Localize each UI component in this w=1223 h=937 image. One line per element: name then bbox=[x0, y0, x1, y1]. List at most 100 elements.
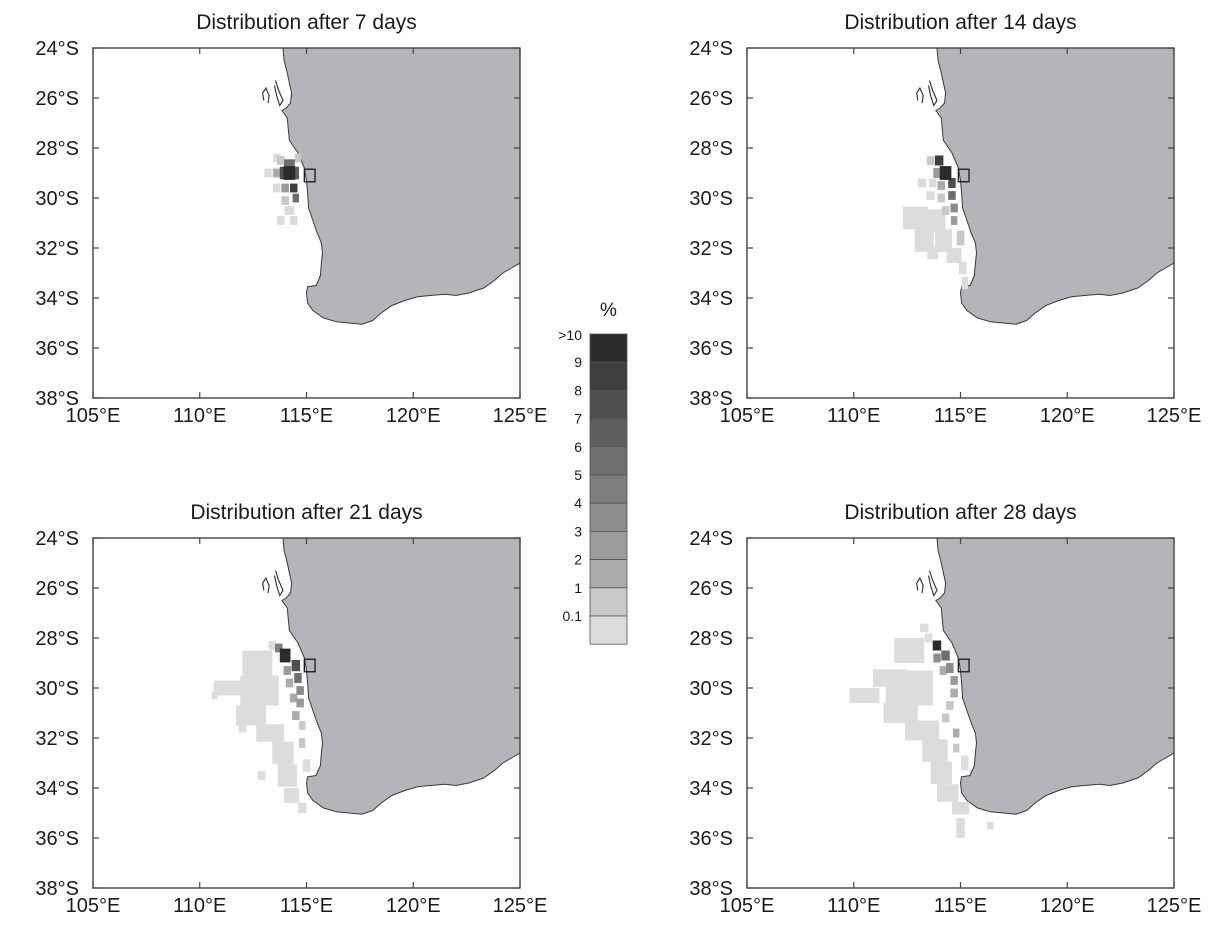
lat-tick-label: 24°S bbox=[689, 528, 733, 550]
concentration-cell bbox=[211, 691, 218, 700]
concentration-cell bbox=[926, 156, 935, 165]
concentration-cell bbox=[939, 666, 948, 675]
map-panel-3: Distribution after 21 days 105°E 110°E 115°… bbox=[35, 501, 547, 917]
concentration-cell bbox=[281, 196, 289, 205]
concentration-cell bbox=[926, 191, 935, 200]
colorbar-unit: % bbox=[600, 300, 617, 321]
concentration-cell bbox=[987, 821, 994, 830]
concentration-cell bbox=[240, 675, 279, 706]
concentration-cell bbox=[950, 216, 958, 225]
concentration-cell bbox=[283, 666, 291, 675]
concentration-cell bbox=[279, 166, 287, 180]
lon-tick-label: 120°E bbox=[386, 405, 441, 427]
concentration-cell bbox=[905, 720, 940, 741]
colorbar-swatch bbox=[589, 446, 628, 476]
panel-title: Distribution after 7 days bbox=[196, 11, 417, 34]
lat-tick-label: 34°S bbox=[35, 288, 79, 310]
lon-tick-label: 125°E bbox=[493, 895, 548, 917]
lat-tick-label: 38°S bbox=[689, 878, 733, 900]
concentration-cell bbox=[948, 178, 956, 188]
concentration-cell bbox=[284, 206, 295, 215]
colorbar-label: 8 bbox=[574, 382, 582, 398]
concentration-cell bbox=[934, 155, 944, 166]
concentration-cell bbox=[950, 676, 958, 685]
concentration-cell bbox=[933, 168, 941, 178]
lat-tick-label: 32°S bbox=[689, 728, 733, 750]
release-site-box bbox=[957, 658, 970, 673]
lat-tick-label: 38°S bbox=[35, 878, 79, 900]
concentration-cell bbox=[277, 156, 285, 165]
concentration-cell bbox=[296, 698, 304, 708]
concentration-cell bbox=[961, 755, 969, 771]
concentration-cell bbox=[953, 728, 960, 738]
concentration-cell bbox=[941, 713, 950, 723]
concentration-cell bbox=[290, 216, 298, 225]
lon-tick-label: 115°E bbox=[280, 405, 333, 427]
concentration-cell bbox=[236, 705, 266, 726]
lon-tick-label: 125°E bbox=[493, 405, 548, 427]
concentration-cell bbox=[292, 166, 299, 180]
concentration-cell bbox=[264, 168, 272, 178]
concentration-cell bbox=[272, 153, 281, 163]
lat-tick-label: 26°S bbox=[35, 578, 79, 600]
lat-tick-label: 38°S bbox=[689, 388, 733, 410]
lat-tick-label: 36°S bbox=[35, 828, 79, 850]
lon-tick-label: 115°E bbox=[934, 405, 987, 427]
australia-landmass bbox=[281, 48, 520, 325]
concentration-cell bbox=[290, 183, 298, 193]
concentration-cell bbox=[958, 261, 967, 275]
concentration-cell bbox=[275, 643, 283, 653]
concentration-cell bbox=[302, 759, 311, 772]
colorbar-label: >10 bbox=[558, 327, 582, 343]
lat-tick-label: 28°S bbox=[35, 628, 79, 650]
concentration-cell bbox=[937, 784, 959, 802]
concentration-cell bbox=[285, 678, 294, 688]
concentration-cell bbox=[894, 638, 925, 663]
concentration-cell bbox=[849, 688, 880, 703]
concentration-cell bbox=[294, 673, 302, 683]
concentration-cell bbox=[284, 788, 299, 803]
lon-tick-label: 105°E bbox=[66, 895, 121, 917]
lon-tick-label: 120°E bbox=[1040, 405, 1095, 427]
lat-tick-label: 26°S bbox=[689, 578, 733, 600]
concentration-cell bbox=[933, 653, 941, 663]
colorbar-label: 1 bbox=[574, 580, 582, 596]
lat-tick-label: 36°S bbox=[35, 338, 79, 360]
concentration-cell bbox=[883, 703, 918, 723]
lon-tick-label: 110°E bbox=[173, 405, 226, 427]
concentration-cell bbox=[213, 680, 246, 696]
concentration-cell bbox=[272, 741, 294, 765]
map-panel-1: Distribution after 7 days 105°E 110°E 115°E… bbox=[35, 11, 547, 427]
colorbar-label: 4 bbox=[574, 495, 582, 511]
lat-tick-label: 34°S bbox=[689, 288, 733, 310]
concentration-cell bbox=[917, 178, 927, 188]
bay-outline bbox=[273, 570, 284, 597]
concentration-cell bbox=[298, 803, 307, 813]
concentration-cell bbox=[279, 648, 291, 663]
concentration-cell bbox=[937, 193, 945, 203]
concentration-cell bbox=[294, 153, 302, 163]
concentration-cell bbox=[885, 670, 933, 706]
lat-tick-label: 24°S bbox=[689, 38, 733, 60]
concentration-cell bbox=[928, 209, 946, 232]
lon-tick-label: 125°E bbox=[1147, 895, 1202, 917]
lat-tick-label: 34°S bbox=[689, 778, 733, 800]
lat-tick-label: 30°S bbox=[35, 188, 79, 210]
lat-tick-label: 32°S bbox=[35, 728, 79, 750]
map-panel-4: Distribution after 28 days 105°E 110°E 115°… bbox=[689, 501, 1201, 917]
concentration-cell bbox=[902, 206, 929, 230]
colorbar-swatch bbox=[589, 615, 628, 645]
panel-title: Distribution after 21 days bbox=[190, 501, 422, 524]
island-outline bbox=[262, 576, 270, 594]
lat-tick-label: 24°S bbox=[35, 528, 79, 550]
australia-landmass bbox=[935, 538, 1174, 815]
colorbar-swatch bbox=[589, 474, 628, 504]
concentration-cell bbox=[950, 688, 958, 698]
lon-tick-label: 110°E bbox=[827, 895, 880, 917]
concentration-cell bbox=[257, 771, 266, 780]
colorbar-label: 0.1 bbox=[563, 608, 583, 624]
concentration-cell bbox=[941, 650, 950, 661]
island-outline bbox=[262, 86, 270, 104]
concentration-cell bbox=[930, 761, 952, 785]
concentration-cell bbox=[238, 723, 247, 733]
